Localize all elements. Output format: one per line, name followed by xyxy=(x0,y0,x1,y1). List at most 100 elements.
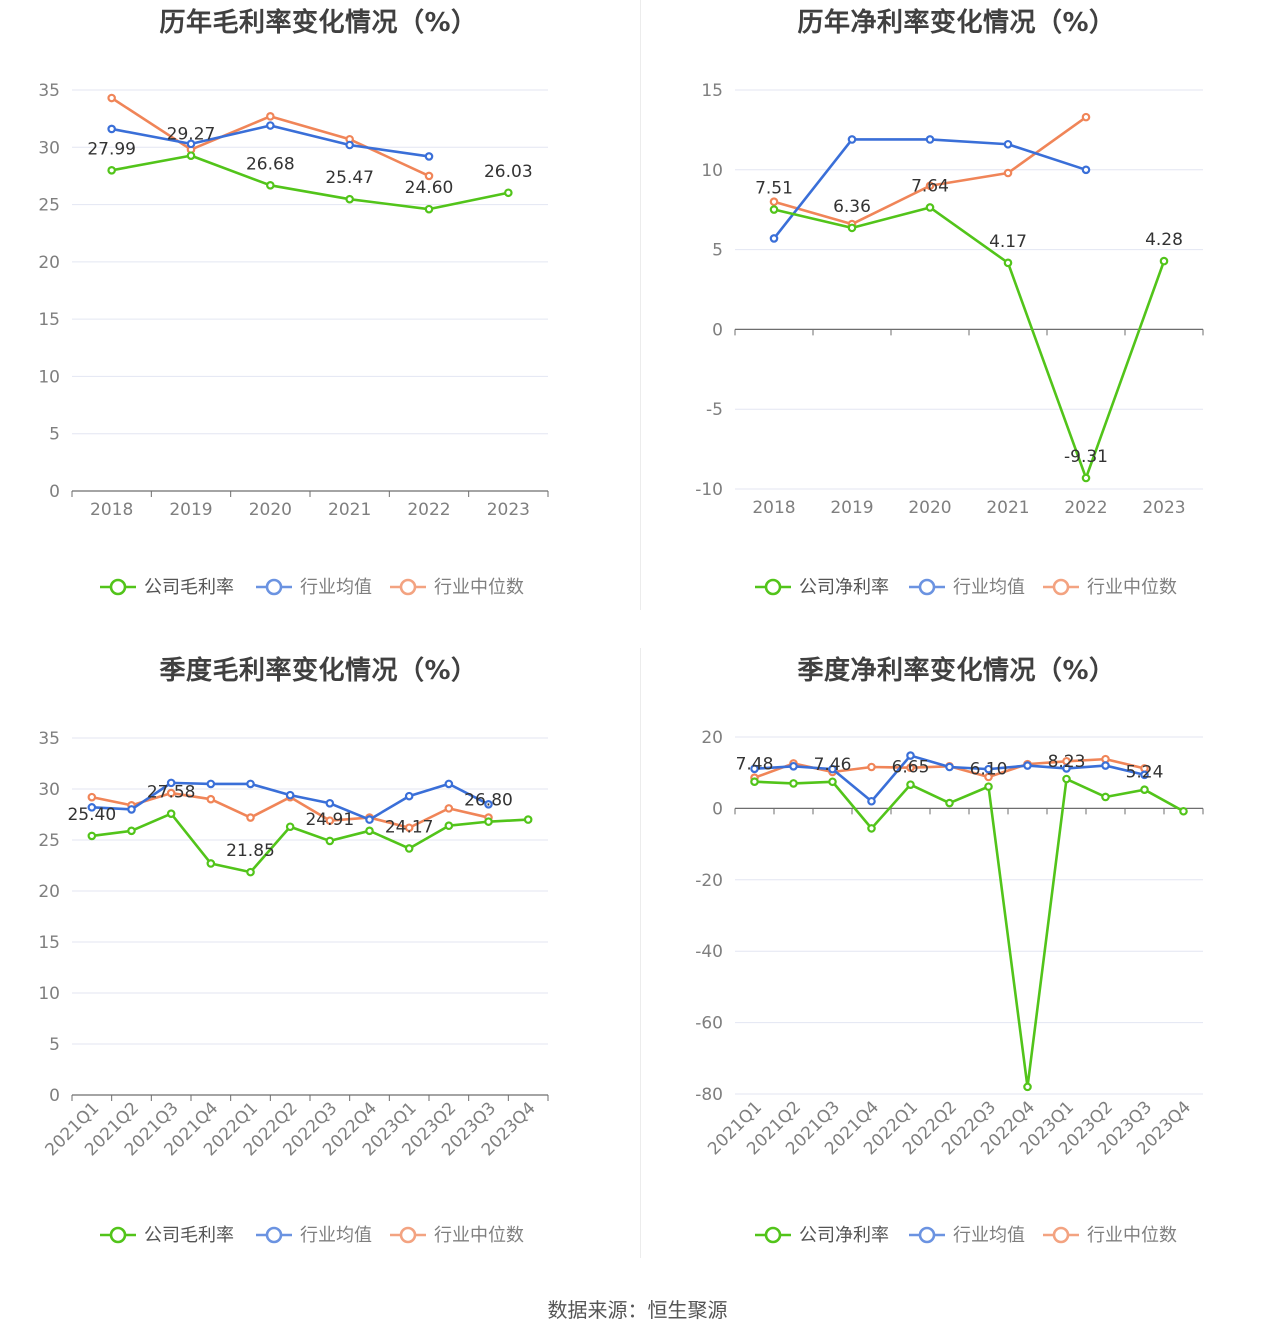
chart-title: 季度净利率变化情况（%） xyxy=(797,656,1116,686)
y-tick-label: 25 xyxy=(38,196,60,216)
series-line-company xyxy=(111,154,509,211)
data-label: 6.10 xyxy=(970,760,1008,780)
quarterly-net-margin-panel: 季度净利率变化情况（%） -80 -60 -40 -20 0 20 2021Q1 2021Q2… xyxy=(638,648,1275,1296)
y-tick-label: -60 xyxy=(695,1014,723,1034)
y-tick-label: 20 xyxy=(701,728,723,748)
data-label: 25.40 xyxy=(67,805,116,825)
data-label: 6.36 xyxy=(833,197,871,217)
data-point-company xyxy=(925,203,935,212)
data-source-note: 数据来源：恒生聚源 xyxy=(547,1298,728,1322)
data-point-median xyxy=(107,93,116,103)
y-tick-label: 15 xyxy=(38,933,60,953)
data-label: 24.60 xyxy=(405,178,454,198)
y-tick-label: 15 xyxy=(38,310,60,330)
y-tick-label: -5 xyxy=(706,400,723,420)
legend-item-avg[interactable]: 行业均值 xyxy=(256,1225,372,1246)
y-tick-label: 30 xyxy=(38,138,60,158)
y-tick-label: 35 xyxy=(38,81,60,101)
data-point-avg xyxy=(750,764,759,774)
legend-item-company[interactable]: 公司净利率 xyxy=(755,1225,889,1246)
legend-label: 公司净利率 xyxy=(799,1225,889,1246)
data-point-median xyxy=(325,816,335,825)
data-point-company xyxy=(906,780,915,789)
legend-item-median[interactable]: 行业中位数 xyxy=(390,1225,524,1246)
legend-label: 行业中位数 xyxy=(1087,577,1177,598)
chart-title: 历年净利率变化情况（%） xyxy=(797,8,1116,38)
legend-label: 行业中位数 xyxy=(434,1225,524,1246)
y-tick-label: -20 xyxy=(695,871,723,891)
data-label: 26.68 xyxy=(246,154,295,174)
data-point-company xyxy=(166,809,176,818)
data-point-avg xyxy=(789,761,798,771)
data-point-company xyxy=(504,188,513,198)
legend-item-median[interactable]: 行业中位数 xyxy=(1043,1225,1177,1246)
x-tick-label: 2018 xyxy=(90,500,133,520)
data-point-avg xyxy=(1003,139,1013,149)
data-point-median xyxy=(424,171,434,181)
data-point-company xyxy=(828,777,837,787)
x-tick-label: 2022 xyxy=(407,500,450,520)
legend-swatch-marker xyxy=(918,578,936,596)
y-tick-label: -40 xyxy=(695,942,723,962)
legend-item-median[interactable]: 行业中位数 xyxy=(1043,577,1177,598)
data-label: 21.85 xyxy=(226,841,275,861)
data-point-avg xyxy=(444,779,454,789)
data-point-avg xyxy=(107,124,116,134)
x-tick-label: 2023 xyxy=(487,500,530,520)
x-tick-label: 2019 xyxy=(830,498,873,518)
data-point-avg xyxy=(266,121,275,130)
data-point-median xyxy=(906,763,915,773)
data-point-company xyxy=(1159,256,1169,266)
legend-item-avg[interactable]: 行业均值 xyxy=(909,1225,1025,1246)
data-point-company xyxy=(186,151,196,160)
legend-label: 行业中位数 xyxy=(1087,1225,1177,1246)
legend-label: 公司毛利率 xyxy=(144,1225,234,1246)
data-point-company xyxy=(246,867,255,877)
data-label: 7.51 xyxy=(755,179,793,199)
data-point-company xyxy=(365,826,374,836)
legend-item-avg[interactable]: 行业均值 xyxy=(909,577,1025,598)
legend-item-company[interactable]: 公司毛利率 xyxy=(100,1225,234,1246)
data-point-avg xyxy=(484,800,493,809)
data-point-avg xyxy=(404,791,414,801)
data-point-avg xyxy=(424,152,434,161)
quarterly-gross-margin-chart: 051015202530352021Q12021Q22021Q32021Q420… xyxy=(38,729,549,1246)
data-point-avg xyxy=(828,764,837,774)
annual-gross-margin-chart: 0 5 10 15 20 25 30 35 2018 2019 2020 2021 2022 2023 27… xyxy=(38,81,549,598)
quarterly-gross-margin-panel: 季度毛利率变化情况（%） 0 5 10 15 20 25 30 35 2021Q1 2021Q2 2… xyxy=(0,648,637,1296)
data-point-avg xyxy=(984,764,993,774)
y-tick-label: 25 xyxy=(38,831,60,851)
data-point-avg xyxy=(285,790,295,800)
legend-item-median[interactable]: 行业中位数 xyxy=(390,577,524,598)
data-point-avg xyxy=(945,762,954,772)
data-label: 29.27 xyxy=(167,125,216,145)
data-point-company xyxy=(404,844,414,853)
data-point-avg xyxy=(206,779,216,789)
data-label: 7.48 xyxy=(736,755,774,775)
data-point-avg xyxy=(1023,761,1032,770)
series-line-company xyxy=(91,812,529,874)
y-tick-label: 15 xyxy=(701,81,723,101)
data-point-median xyxy=(266,112,275,121)
vertical-divider xyxy=(640,648,641,1258)
data-label: 24.91 xyxy=(305,810,354,830)
data-point-company xyxy=(1023,1082,1032,1092)
data-point-company xyxy=(285,822,295,832)
legend-label: 行业中位数 xyxy=(434,577,524,598)
legend-label: 行业均值 xyxy=(300,1225,372,1246)
data-point-company xyxy=(867,824,876,833)
legend-item-avg[interactable]: 行业均值 xyxy=(256,577,372,598)
y-tick-label: 20 xyxy=(38,882,60,902)
data-point-avg xyxy=(1101,761,1110,770)
vertical-divider xyxy=(640,0,641,610)
data-label: 27.58 xyxy=(147,783,196,803)
data-point-company xyxy=(107,166,116,175)
data-point-median xyxy=(444,804,454,813)
data-point-company xyxy=(1140,785,1149,794)
legend-item-company[interactable]: 公司毛利率 xyxy=(100,577,234,598)
legend-item-company[interactable]: 公司净利率 xyxy=(755,577,889,598)
legend-label: 行业均值 xyxy=(953,577,1025,598)
data-point-median xyxy=(769,197,779,207)
data-label: 25.47 xyxy=(325,168,374,188)
data-point-median xyxy=(404,823,414,833)
